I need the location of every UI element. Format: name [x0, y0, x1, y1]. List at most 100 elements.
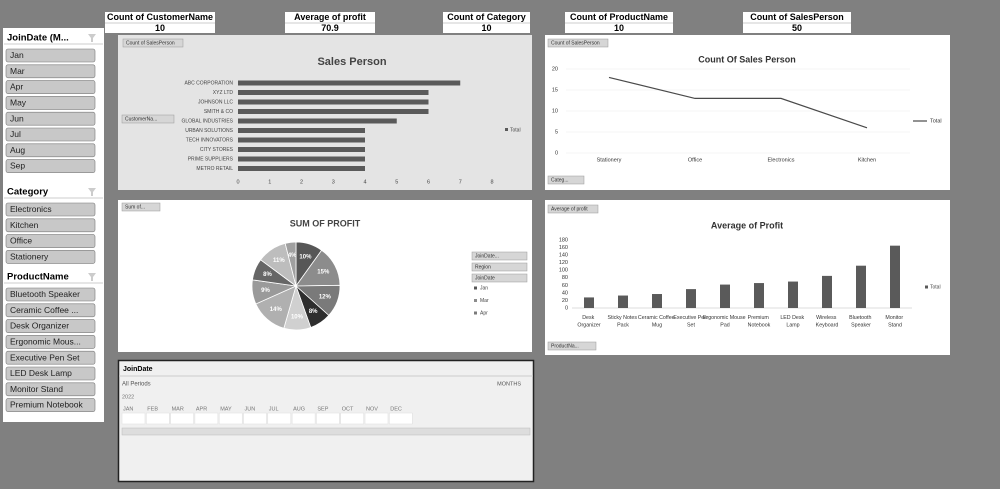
timeline-scrollbar[interactable] [121, 427, 531, 436]
timeline-cell[interactable] [170, 412, 194, 425]
slicer-item-label[interactable]: Aug [10, 145, 25, 155]
x-tick-label: Monitor Stand [885, 315, 904, 329]
data-label: 15% [317, 269, 330, 275]
y-tick-label: 15 [552, 87, 558, 93]
timeline-cell[interactable] [146, 412, 170, 425]
slicer-item-label[interactable]: Kitchen [10, 220, 39, 230]
field-button-label[interactable]: Count of SalesPerson [551, 41, 600, 47]
slicer-item[interactable] [5, 250, 96, 264]
timeline-cell[interactable] [364, 412, 389, 425]
timeline-cell[interactable] [340, 412, 364, 425]
slicer-item-label[interactable]: Premium Notebook [10, 400, 84, 410]
filter-icon[interactable] [88, 188, 96, 196]
timeline-cell[interactable] [121, 412, 146, 425]
x-tick-label: 0 [236, 179, 239, 185]
slicer-item-label[interactable]: Jul [10, 129, 21, 139]
slicer-item-label[interactable]: May [10, 97, 27, 107]
slicer-item[interactable] [5, 127, 96, 142]
legend-swatch [474, 311, 477, 315]
kpi-card [743, 12, 851, 33]
slicer-item[interactable] [5, 350, 96, 365]
field-button[interactable] [547, 341, 597, 351]
field-button-label[interactable]: ProductNa... [551, 344, 579, 350]
field-button-label[interactable]: Average of profit [551, 207, 588, 213]
field-button[interactable] [547, 38, 609, 48]
slicer-item-label[interactable]: Mar [10, 66, 25, 76]
filter-button[interactable] [471, 251, 528, 261]
timeline-cell[interactable] [243, 412, 267, 425]
slicer-item[interactable] [5, 96, 96, 110]
field-button[interactable] [547, 204, 599, 214]
field-button-label[interactable]: Categ... [551, 178, 569, 184]
filter-button-label[interactable]: JoinDate... [475, 254, 499, 260]
x-tick-label: Ergonomic Mouse Pad [703, 315, 747, 329]
slicer-item[interactable] [5, 143, 96, 158]
slicer-item-label[interactable]: Sep [10, 161, 25, 171]
slicer-item-label[interactable]: Office [10, 236, 32, 246]
timeline-cell[interactable] [194, 412, 219, 425]
field-button[interactable] [122, 38, 184, 48]
y-tick-label: METRO RETAIL [196, 166, 233, 172]
slicer-item-label[interactable]: Jun [10, 113, 24, 123]
filter-icon[interactable] [88, 273, 96, 281]
field-button[interactable] [547, 175, 585, 185]
slicer-item[interactable] [5, 366, 96, 381]
line [608, 76, 868, 129]
bar [686, 289, 696, 308]
filter-button[interactable] [471, 262, 528, 272]
slicer-item-label[interactable]: Executive Pen Set [10, 352, 80, 362]
slicer-item-label[interactable]: Jan [10, 50, 24, 60]
timeline-cell[interactable] [267, 412, 292, 425]
slicer-item-label[interactable]: Electronics [10, 204, 52, 214]
slicer-item[interactable] [5, 319, 96, 333]
slicer-title: JoinDate (M... [7, 33, 69, 44]
slicer-item[interactable] [5, 80, 96, 94]
filter-button-label[interactable]: Region [475, 265, 491, 271]
filter-button[interactable] [471, 273, 528, 283]
field-button-label[interactable]: Count of SalesPerson [126, 41, 175, 47]
slicer-item-label[interactable]: LED Desk Lamp [10, 368, 72, 378]
slicer-item-label[interactable]: Ceramic Coffee ... [10, 305, 78, 315]
field-button-label[interactable]: CustomerNa... [125, 117, 157, 123]
y-tick-label: 5 [555, 129, 558, 135]
slicer-item-label[interactable]: Desk Organizer [10, 321, 69, 331]
slicer-item[interactable] [5, 234, 96, 248]
kpi-card [105, 12, 215, 33]
field-button-label[interactable]: Sum of... [125, 205, 145, 211]
slicer-item-label[interactable]: Stationery [10, 251, 49, 261]
slicer-item[interactable] [5, 287, 96, 302]
slicer-item[interactable] [5, 159, 96, 173]
slicer-item[interactable] [5, 218, 96, 233]
legend-label: Total [930, 284, 941, 290]
filter-button-label[interactable]: JoinDate [475, 276, 495, 282]
filter-icon[interactable] [88, 34, 96, 42]
chart-title: Average of Profit [711, 220, 783, 230]
slicer-item[interactable] [5, 64, 96, 79]
field-button[interactable] [121, 202, 161, 212]
slicer-item[interactable] [5, 382, 96, 397]
timeline-cell[interactable] [316, 412, 340, 425]
slicer-item-label[interactable]: Bluetooth Speaker [10, 289, 80, 299]
slicer-item-label[interactable]: Ergonomic Mous... [10, 336, 81, 346]
field-button[interactable] [121, 114, 175, 124]
timeline-cell[interactable] [218, 412, 243, 425]
timeline-month: NOV [366, 406, 378, 412]
slicer-item[interactable] [5, 111, 96, 126]
legend-swatch [474, 299, 477, 302]
slicer-item[interactable] [5, 303, 96, 318]
data-label: 14% [270, 307, 283, 313]
slicer-item-label[interactable]: Monitor Stand [10, 384, 63, 394]
slicer-item[interactable] [5, 398, 96, 412]
kpi-value: 10 [614, 23, 624, 33]
slicer-item[interactable] [5, 202, 96, 217]
timeline-cell[interactable] [389, 412, 413, 425]
slicer-item[interactable] [5, 48, 96, 63]
slicer-item-label[interactable]: Apr [10, 82, 23, 92]
timeline-level[interactable]: MONTHS [497, 381, 521, 387]
timeline-cell[interactable] [291, 412, 316, 425]
bar [720, 284, 730, 308]
data-label: 10% [299, 254, 312, 260]
timeline-month: JAN [123, 406, 133, 412]
legend-swatch [474, 286, 477, 290]
slicer-item[interactable] [5, 335, 96, 349]
